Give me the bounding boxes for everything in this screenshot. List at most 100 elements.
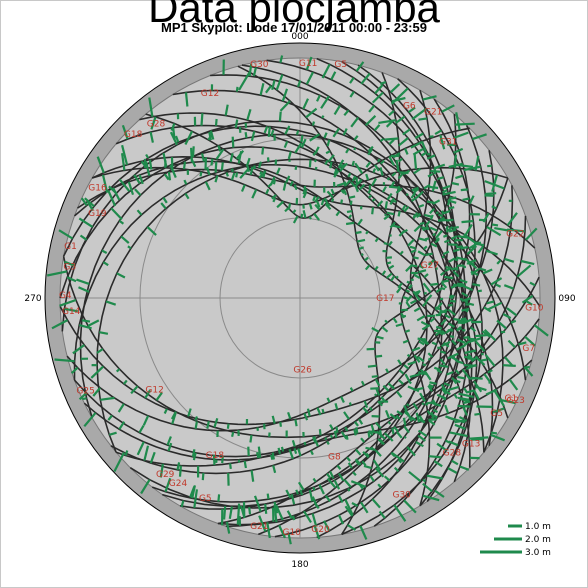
multipath-bar (324, 495, 332, 503)
multipath-bar (390, 83, 401, 94)
multipath-bar (464, 223, 473, 236)
multipath-bar (287, 411, 292, 420)
multipath-bar (404, 408, 410, 416)
multipath-bar (506, 228, 526, 233)
multipath-bar (280, 446, 285, 452)
multipath-bar (130, 385, 139, 395)
multipath-bar (313, 159, 317, 163)
multipath-bar (462, 406, 468, 416)
multipath-bar (413, 387, 424, 392)
multipath-bar (272, 197, 277, 203)
satellite-label: G23 (506, 396, 524, 406)
multipath-bar (470, 326, 477, 333)
multipath-bar (350, 116, 360, 128)
multipath-bar (502, 364, 516, 367)
multipath-bar (432, 199, 441, 205)
multipath-bar (428, 419, 436, 426)
multipath-bar (231, 136, 235, 148)
multipath-bar (482, 268, 493, 275)
multipath-bar (275, 504, 284, 521)
multipath-bar (440, 383, 449, 394)
multipath-bar (72, 344, 85, 355)
multipath-bar (357, 218, 363, 226)
multipath-bar (452, 248, 460, 253)
multipath-bar (410, 195, 419, 202)
satellite-track (145, 113, 470, 219)
satellite-label: G7 (522, 344, 535, 354)
multipath-bar (472, 389, 480, 401)
satellite-label: G18 (206, 451, 225, 461)
multipath-bar (408, 285, 412, 289)
multipath-bar (59, 298, 77, 307)
multipath-bar (295, 130, 300, 136)
multipath-bar (305, 107, 318, 119)
multipath-bar (379, 167, 384, 176)
multipath-bar (446, 370, 454, 376)
multipath-bar (487, 301, 503, 311)
multipath-bar (367, 364, 377, 368)
multipath-bar (510, 319, 517, 324)
multipath-bar (230, 172, 236, 181)
multipath-bar (212, 454, 216, 466)
multipath-bar (244, 132, 248, 139)
multipath-bar (284, 207, 290, 213)
satellite-label: G26 (293, 366, 312, 376)
multipath-bar (371, 498, 381, 509)
multipath-bar (397, 210, 401, 217)
multipath-bar (265, 188, 270, 195)
multipath-bar (323, 197, 329, 206)
multipath-bar (244, 122, 248, 129)
multipath-bar (447, 243, 458, 246)
multipath-bar (435, 329, 444, 336)
multipath-bar (405, 289, 410, 293)
multipath-bar (344, 426, 349, 432)
satellite-label: G8 (328, 453, 341, 463)
multipath-bar (312, 195, 317, 202)
multipath-bar (452, 270, 460, 278)
multipath-bar (214, 118, 218, 126)
multipath-bar (326, 190, 334, 199)
multipath-bar (364, 264, 371, 271)
multipath-bar (385, 272, 393, 279)
multipath-bar (455, 268, 459, 271)
multipath-bar (418, 269, 427, 274)
multipath-bar (346, 456, 351, 462)
multipath-bar (78, 286, 90, 293)
multipath-bar (213, 417, 219, 428)
multipath-bar (407, 360, 417, 366)
multipath-bar (169, 131, 178, 146)
multipath-bar (340, 189, 345, 195)
multipath-bar (396, 286, 402, 294)
satellite-label: G27 (421, 261, 439, 271)
multipath-bar (229, 153, 234, 163)
multipath-bar (521, 294, 534, 304)
multipath-bar (264, 503, 268, 514)
multipath-bar (365, 173, 370, 181)
multipath-bar (399, 250, 404, 256)
multipath-bar (217, 145, 222, 152)
multipath-bar (445, 415, 455, 421)
multipath-bar (445, 226, 454, 233)
multipath-bar (461, 284, 474, 292)
multipath-bar (64, 307, 79, 313)
satellite-label: G10 (282, 528, 301, 538)
multipath-bar (305, 71, 314, 85)
satellite-labels: G5 G30 G11 G6 G21 G31 G12 G28 G18 G16 G19 G1 G3 G4 G14… (59, 59, 544, 538)
multipath-bar (442, 190, 456, 196)
multipath-bar (178, 465, 182, 477)
multipath-bar (248, 506, 252, 515)
multipath-bar (336, 464, 342, 470)
multipath-bar (359, 525, 368, 540)
multipath-bar (329, 434, 334, 439)
multipath-bar (305, 56, 313, 71)
multipath-bar (434, 489, 445, 498)
multipath-bar (456, 338, 466, 344)
multipath-bar (466, 337, 482, 344)
multipath-bar (449, 299, 456, 303)
multipath-bar (170, 411, 177, 420)
multipath-bar (439, 134, 446, 150)
satellite-label: G30 (250, 60, 269, 70)
multipath-bar (302, 188, 308, 195)
multipath-bar (410, 416, 417, 422)
multipath-bar (180, 500, 185, 508)
